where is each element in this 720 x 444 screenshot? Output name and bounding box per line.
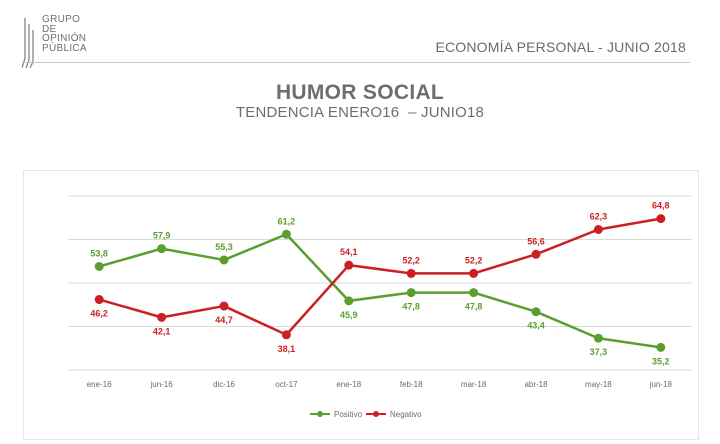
data-label: 64,8 — [652, 201, 670, 211]
series-line-positivo — [98, 233, 661, 349]
data-label: 45,9 — [340, 310, 358, 320]
x-tick-label: feb-18 — [400, 380, 423, 389]
header-divider — [22, 62, 690, 63]
data-label: 52,2 — [465, 255, 483, 265]
data-point — [157, 312, 167, 322]
data-label: 47,8 — [465, 302, 483, 312]
data-label: 35,2 — [652, 356, 670, 366]
x-tick-label: dic-16 — [213, 380, 235, 389]
data-label: 61,2 — [278, 216, 296, 226]
data-label: 54,1 — [340, 247, 358, 257]
data-point — [344, 260, 354, 270]
data-point — [281, 229, 291, 239]
legend-label: Positivo — [334, 410, 363, 419]
data-point — [94, 295, 104, 305]
data-label: 38,1 — [278, 344, 296, 354]
data-point — [656, 342, 666, 352]
chart-subtitle: TENDENCIA ENERO16 – JUNIO18 — [235, 104, 485, 121]
data-point — [656, 214, 666, 224]
x-tick-label: oct-17 — [275, 380, 298, 389]
data-point — [219, 255, 229, 265]
series-line-negativo — [98, 217, 662, 337]
x-tick-label: ene-16 — [87, 380, 112, 389]
data-point — [157, 244, 167, 254]
x-tick-label: abr-18 — [524, 380, 548, 389]
logo-line: PÚBLICA — [42, 42, 87, 54]
data-label: 43,4 — [527, 321, 545, 331]
data-point — [94, 261, 104, 271]
data-label: 42,1 — [153, 326, 171, 336]
data-label: 46,2 — [90, 309, 108, 319]
logo-line: DE — [42, 23, 57, 35]
data-label: 47,8 — [402, 302, 420, 312]
legend-marker — [317, 411, 323, 417]
data-point — [219, 301, 229, 311]
x-tick-label: jun-16 — [149, 380, 173, 389]
logo-text: GRUPO DE OPINIÓN PÚBLICA — [42, 15, 87, 53]
data-point — [469, 288, 479, 298]
logo-line: OPINIÓN — [42, 33, 87, 44]
data-point — [593, 224, 603, 234]
data-label: 53,8 — [90, 248, 108, 258]
logo-mark-icon — [22, 18, 34, 68]
x-tick-label: jun-18 — [649, 380, 673, 389]
data-label: 56,6 — [527, 236, 545, 246]
logo: GRUPO DE OPINIÓN PÚBLICA — [22, 14, 92, 74]
chart-title: HUMOR SOCIAL — [275, 81, 445, 104]
legend-label: Negativo — [390, 410, 422, 419]
data-point — [406, 288, 416, 298]
data-point — [469, 268, 479, 278]
data-label: 57,9 — [153, 231, 171, 241]
report-title: ECONOMÍA PERSONAL - JUNIO 2018 — [435, 39, 686, 55]
data-point — [593, 333, 603, 343]
data-point — [406, 268, 416, 278]
x-tick-label: ene-18 — [336, 380, 361, 389]
data-point — [531, 307, 541, 317]
data-point — [531, 249, 541, 259]
data-label: 55,3 — [215, 242, 233, 252]
data-label: 62,3 — [590, 211, 608, 221]
data-label: 52,2 — [402, 255, 420, 265]
logo-line: GRUPO — [42, 14, 81, 25]
legend-marker — [373, 411, 379, 417]
x-tick-label: may-18 — [585, 380, 612, 389]
data-label: 37,3 — [590, 347, 608, 357]
data-point — [281, 330, 291, 340]
x-tick-label: mar-18 — [461, 380, 487, 389]
data-label: 44,7 — [215, 315, 233, 325]
data-point — [344, 296, 354, 306]
